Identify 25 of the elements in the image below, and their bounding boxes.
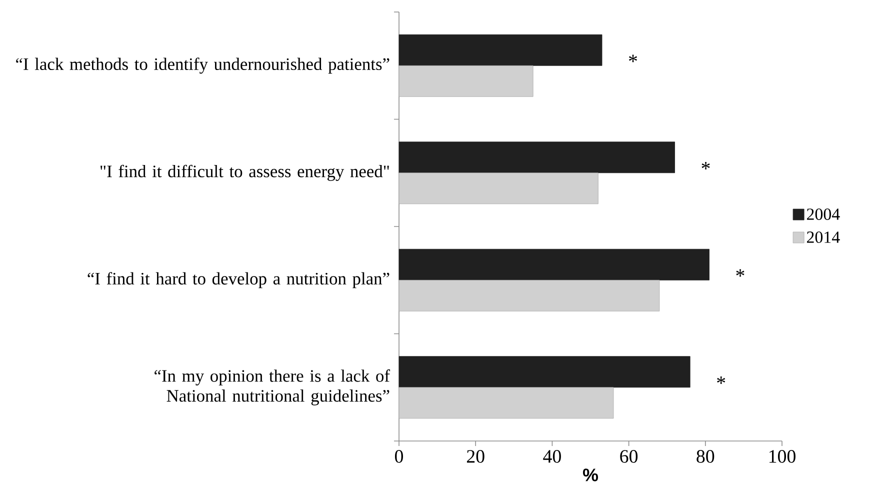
y-tick-label: "I find it difficult to assess energy need" xyxy=(100,164,389,181)
bar xyxy=(398,280,660,312)
bar xyxy=(398,142,675,174)
y-tick-label: “In my opinion there is a lack of National nutritional guidelines” xyxy=(154,369,390,406)
x-tick-label: 0 xyxy=(394,450,404,463)
annotation: * xyxy=(628,54,638,62)
legend-label: 2014 xyxy=(806,231,840,243)
annotation: * xyxy=(736,269,744,277)
annotation: * xyxy=(717,376,726,384)
x-tick-label: 80 xyxy=(696,450,714,463)
bar xyxy=(398,248,710,280)
x-tick-label: 60 xyxy=(620,450,638,463)
bar xyxy=(398,172,598,204)
x-axis-title: % xyxy=(582,468,598,482)
y-tick-label: “I find it hard to develop a nutrition plan” xyxy=(88,272,390,288)
x-tick-label: 20 xyxy=(466,450,484,463)
annotation: * xyxy=(702,162,710,170)
bar xyxy=(398,65,534,97)
x-tick-label: 40 xyxy=(543,450,561,463)
x-tick-label: 100 xyxy=(769,450,796,463)
bar xyxy=(398,387,614,419)
bar xyxy=(398,34,602,66)
bar xyxy=(398,356,690,388)
y-tick-label: “I lack methods to identify undernourished patients” xyxy=(16,58,390,74)
legend-label: 2004 xyxy=(806,208,840,220)
